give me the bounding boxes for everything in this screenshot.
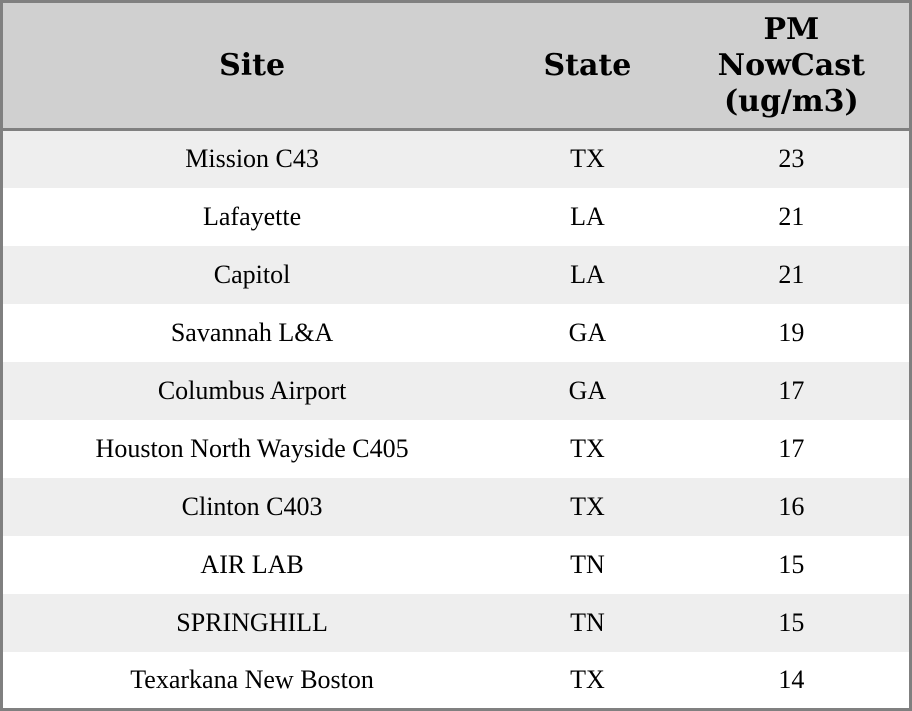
site-cell: Lafayette xyxy=(202,201,302,231)
column-header-site: Site xyxy=(1,1,502,131)
table-row: Mission C43 TX 23 xyxy=(1,129,911,188)
state-cell: TN xyxy=(570,549,605,579)
state-cell: GA xyxy=(568,317,607,347)
table-row: SPRINGHILL TN 15 xyxy=(1,593,911,652)
column-header-state-label: State xyxy=(543,47,632,83)
pm-cell: 21 xyxy=(778,201,805,231)
state-cell: GA xyxy=(568,375,607,405)
pm-cell: 15 xyxy=(778,607,805,637)
table-row: AIR LAB TN 15 xyxy=(1,535,911,594)
pm-cell: 15 xyxy=(778,549,805,579)
table-row: Capitol LA 21 xyxy=(1,245,911,304)
pm-cell: 16 xyxy=(778,491,805,521)
site-cell: Capitol xyxy=(213,259,291,289)
state-cell: LA xyxy=(570,201,605,231)
site-cell: Texarkana New Boston xyxy=(130,664,374,694)
table-row: Clinton C403 TX 16 xyxy=(1,477,911,536)
site-cell: Mission C43 xyxy=(185,144,319,174)
site-cell: AIR LAB xyxy=(200,549,304,579)
header-row: Site State PM NowCast (ug/m3) xyxy=(1,1,911,131)
pm-cell: 23 xyxy=(778,144,805,174)
table-row: Savannah L&A GA 19 xyxy=(1,303,911,362)
site-cell: Columbus Airport xyxy=(157,375,347,405)
table-row: Lafayette LA 21 xyxy=(1,187,911,246)
column-header-pm-nowcast: PM NowCast (ug/m3) xyxy=(673,1,911,131)
state-cell: TN xyxy=(570,607,605,637)
state-cell: LA xyxy=(570,259,605,289)
column-header-pm-nowcast-label: PM NowCast (ug/m3) xyxy=(717,11,865,119)
state-cell: TX xyxy=(570,664,605,694)
site-cell: Clinton C403 xyxy=(181,491,323,521)
table-row: Columbus Airport GA 17 xyxy=(1,361,911,420)
column-header-state: State xyxy=(501,1,674,131)
table-header: Site State PM NowCast (ug/m3) xyxy=(1,1,911,131)
pm-cell: 17 xyxy=(778,433,805,463)
table-body: Mission C43 TX 23 Lafayette LA 21 Capito… xyxy=(1,129,911,710)
state-cell: TX xyxy=(570,491,605,521)
table-row: Texarkana New Boston TX 14 xyxy=(1,651,911,710)
table-row: Houston North Wayside C405 TX 17 xyxy=(1,419,911,478)
site-cell: Savannah L&A xyxy=(170,317,334,347)
pm-cell: 17 xyxy=(778,375,805,405)
pm-cell: 19 xyxy=(778,317,805,347)
site-cell: Houston North Wayside C405 xyxy=(95,433,409,463)
state-cell: TX xyxy=(570,433,605,463)
pm-cell: 21 xyxy=(778,259,805,289)
site-cell: SPRINGHILL xyxy=(176,607,328,637)
pm-cell: 14 xyxy=(778,664,805,694)
state-cell: TX xyxy=(570,144,605,174)
column-header-site-label: Site xyxy=(219,47,286,83)
